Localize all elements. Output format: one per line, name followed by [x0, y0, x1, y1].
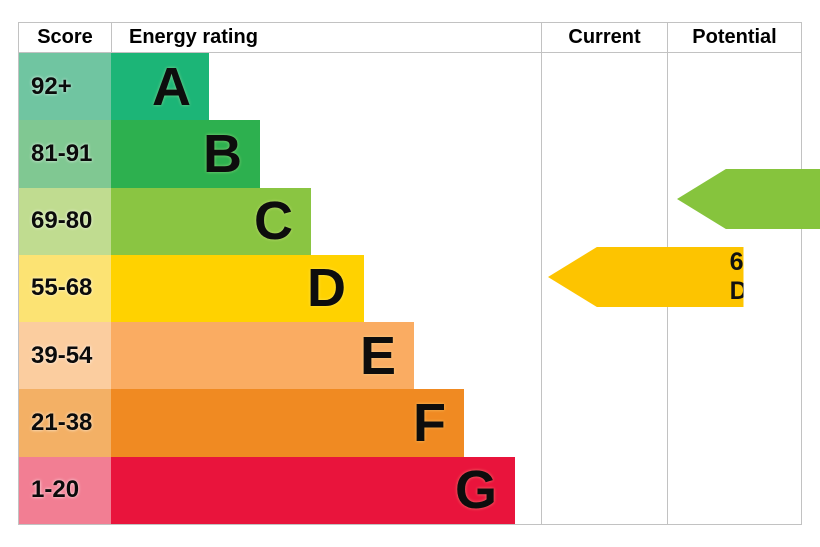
band-e: E: [111, 322, 414, 390]
band-row-b: 81-91 B: [19, 120, 801, 188]
band-d: D: [111, 254, 364, 323]
epc-table: Score Energy rating Current Potential 92…: [18, 22, 820, 525]
score-range-a: 92+: [19, 53, 111, 121]
band-row-e: 39-54 E: [19, 322, 801, 390]
band-b: B: [111, 120, 260, 188]
header-potential: Potential: [667, 23, 801, 52]
band-row-g: 1-20 G: [19, 456, 801, 524]
score-range-e: 39-54: [19, 322, 111, 390]
band-c: C: [111, 187, 311, 255]
band-row-c: 69-80 C: [19, 187, 801, 255]
band-a: A: [111, 53, 209, 121]
header-score: Score: [37, 26, 93, 48]
current-column-divider: [541, 53, 542, 524]
chart-body: 92+ A 81-91 B 69-80 C 55-68 D 39-54 E 21…: [19, 53, 820, 524]
header-row: Score Energy rating Current Potential: [19, 23, 801, 53]
header-current: Current: [541, 23, 667, 52]
score-range-f: 21-38: [19, 389, 111, 457]
score-range-b: 81-91: [19, 120, 111, 188]
band-row-f: 21-38 F: [19, 389, 801, 457]
header-energy-rating: Energy rating: [111, 23, 541, 52]
score-range-g: 1-20: [19, 456, 111, 524]
band-f: F: [111, 389, 464, 457]
score-range-c: 69-80: [19, 187, 111, 255]
band-row-a: 92+ A: [19, 53, 801, 121]
band-row-d: 55-68 D: [19, 254, 801, 323]
score-range-d: 55-68: [19, 254, 111, 323]
band-g: G: [111, 456, 515, 524]
